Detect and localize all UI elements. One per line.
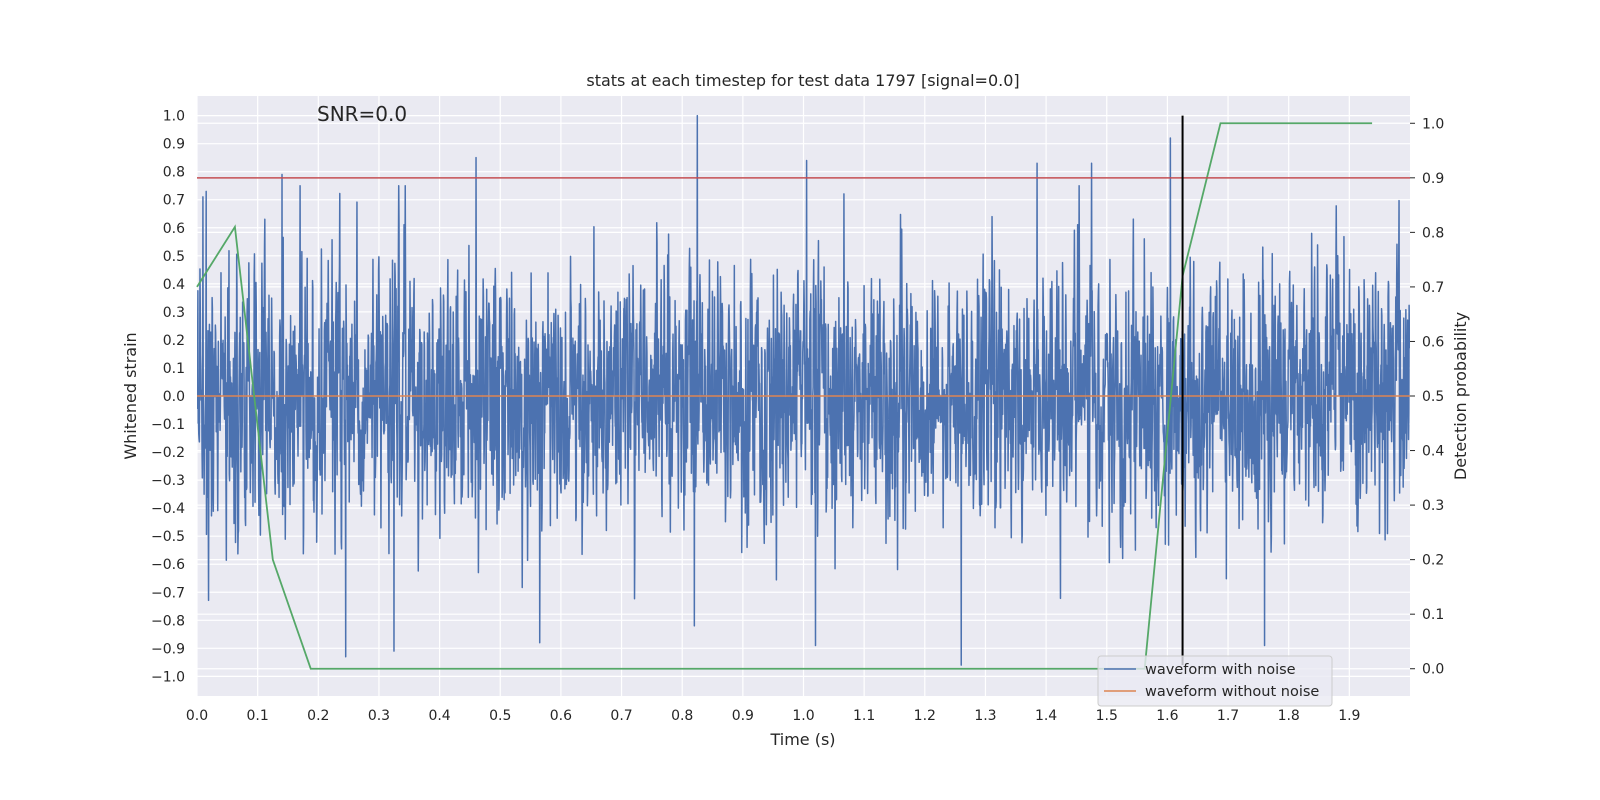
- right-y-axis-label: Detection probability: [1451, 312, 1470, 480]
- x-tick-label: 0.6: [550, 708, 572, 724]
- y-tick-label: −0.2: [151, 445, 185, 461]
- x-tick-label: 0.3: [368, 708, 390, 724]
- y-tick-label: 0.7: [163, 193, 185, 209]
- x-tick-label: 1.0: [792, 708, 814, 724]
- x-tick-labels: 0.0 0.1 0.2 0.3 0.4 0.5 0.6 0.7 0.8 0.9 1.0 1.1 1.2 1…: [186, 708, 1361, 724]
- right-y-tick-label: 0.7: [1422, 280, 1444, 296]
- x-tick-label: 1.7: [1217, 708, 1239, 724]
- right-y-tick-labels: 0.0 0.1 0.2 0.3 0.4 0.5 0.6 0.7 0.8 0.9 1.0: [1410, 116, 1444, 678]
- chart-overlay: [196, 115, 1410, 670]
- x-tick-label: 0.1: [247, 708, 269, 724]
- x-tick-label: 0.4: [428, 708, 450, 724]
- right-y-tick-label: 0.8: [1422, 225, 1444, 241]
- right-y-tick-label: 0.5: [1422, 389, 1444, 405]
- x-tick-label: 1.8: [1278, 708, 1300, 724]
- y-tick-label: −0.3: [151, 473, 185, 489]
- x-tick-label: 0.8: [671, 708, 693, 724]
- legend-box: [1097, 655, 1333, 707]
- y-tick-label: 1.0: [163, 109, 185, 125]
- x-tick-label: 1.6: [1156, 708, 1178, 724]
- series-detection-probability: [196, 122, 1373, 670]
- y-tick-label: −0.5: [151, 529, 185, 545]
- x-tick-label: 0.9: [732, 708, 754, 724]
- y-tick-label: 0.1: [163, 361, 185, 377]
- right-y-tick-label: 0.0: [1422, 662, 1444, 678]
- x-tick-label: 1.2: [914, 708, 936, 724]
- legend-label-noisy: waveform with noise: [1145, 662, 1296, 678]
- y-tick-label: −0.9: [151, 641, 185, 657]
- y-tick-label: −0.4: [151, 501, 185, 517]
- right-y-tick-label: 0.6: [1422, 334, 1444, 350]
- y-tick-label: 0.5: [163, 249, 185, 265]
- right-y-tick-label: 0.2: [1422, 553, 1444, 569]
- series-waveform-with-noise: [197, 114, 1410, 666]
- legend-label-clean: waveform without noise: [1145, 684, 1319, 700]
- y-tick-label: 0.4: [163, 277, 185, 293]
- x-tick-label: 1.3: [974, 708, 996, 724]
- x-tick-label: 0.7: [610, 708, 632, 724]
- right-y-tick-label: 0.4: [1422, 444, 1444, 460]
- y-tick-label: −1.0: [151, 669, 185, 685]
- x-tick-label: 0.5: [489, 708, 511, 724]
- right-y-tick-label: 0.1: [1422, 607, 1444, 623]
- right-y-tick-label: 0.3: [1422, 498, 1444, 514]
- x-tick-label: 1.4: [1035, 708, 1057, 724]
- x-tick-label: 1.9: [1338, 708, 1360, 724]
- y-tick-label: 0.3: [163, 305, 185, 321]
- x-tick-label: 1.5: [1096, 708, 1118, 724]
- right-y-tick-label: 1.0: [1422, 116, 1444, 132]
- legend: waveform with noise waveform without noi…: [1097, 655, 1333, 707]
- y-tick-label: −0.6: [151, 557, 185, 573]
- x-tick-label: 0.2: [307, 708, 329, 724]
- snr-annotation: SNR=0.0: [317, 102, 407, 126]
- y-tick-label: 0.8: [163, 165, 185, 181]
- y-tick-label: −0.1: [151, 417, 185, 433]
- chart-marks: [197, 114, 1410, 666]
- y-tick-labels: −1.0 −0.9 −0.8 −0.7 −0.6 −0.5 −0.4 −0.3 −0.2 −0.1…: [151, 109, 185, 686]
- y-tick-label: 0.9: [163, 137, 185, 153]
- x-tick-label: 0.0: [186, 708, 208, 724]
- y-tick-label: −0.7: [151, 585, 185, 601]
- x-tick-label: 1.1: [853, 708, 875, 724]
- x-axis-label: Time (s): [769, 730, 835, 749]
- y-tick-label: 0.6: [163, 221, 185, 237]
- chart-title: stats at each timestep for test data 179…: [586, 71, 1019, 90]
- y-tick-label: 0.0: [163, 389, 185, 405]
- y-tick-label: 0.2: [163, 333, 185, 349]
- right-y-tick-label: 0.9: [1422, 171, 1444, 187]
- y-tick-label: −0.8: [151, 613, 185, 629]
- y-axis-label: Whitened strain: [121, 332, 140, 459]
